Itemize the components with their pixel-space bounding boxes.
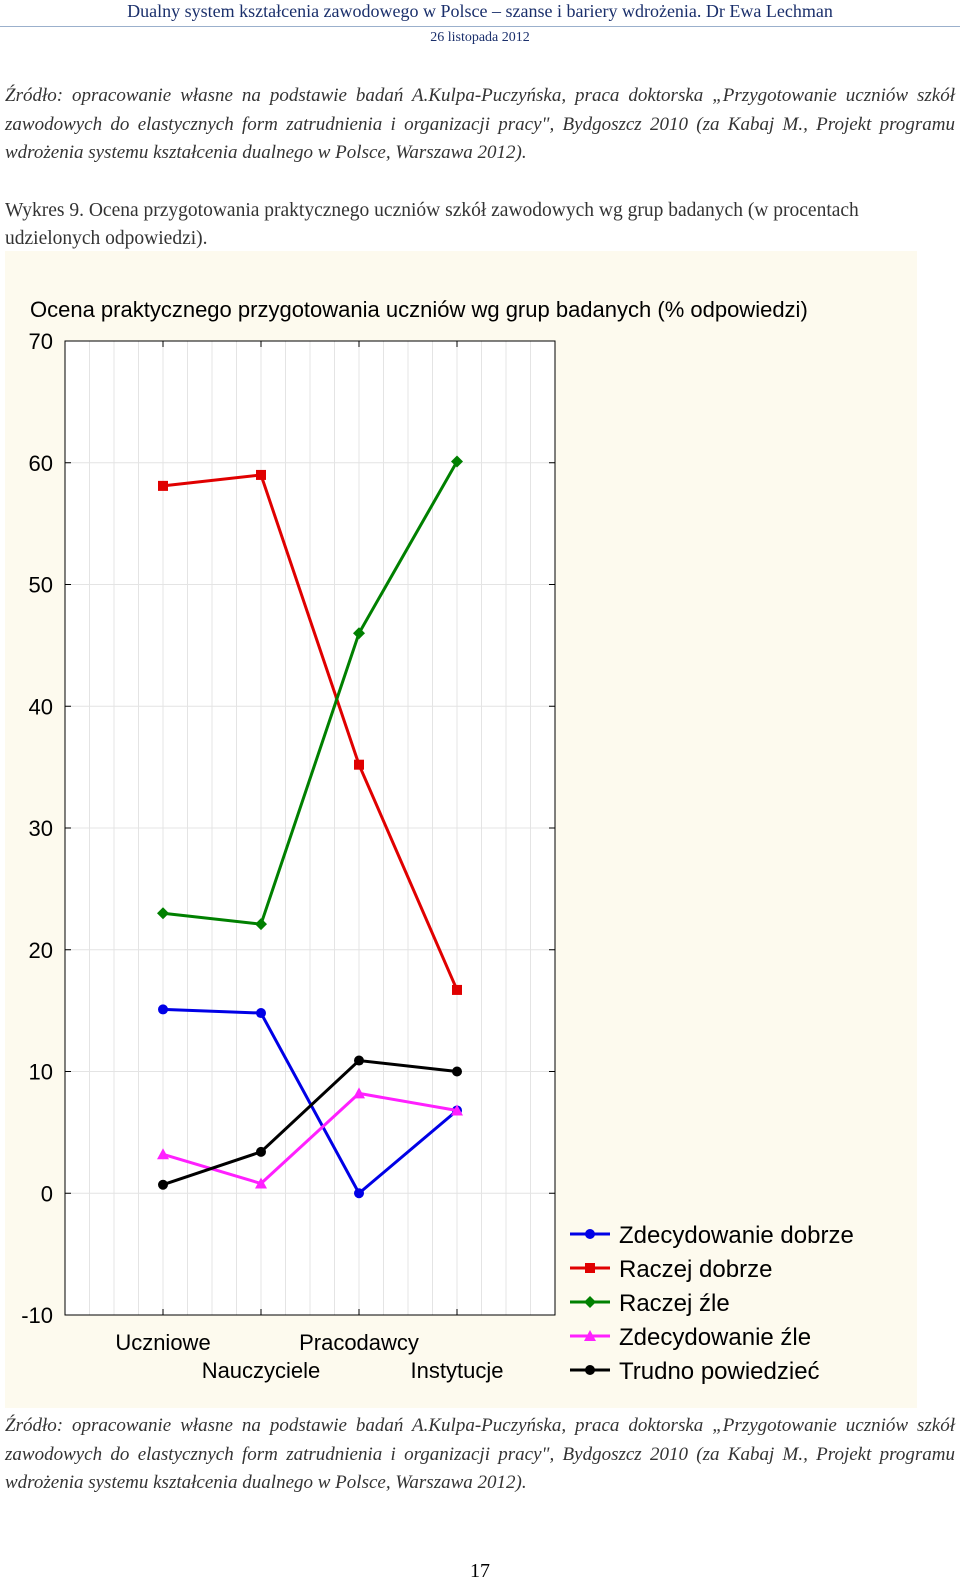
series-0 bbox=[158, 1004, 462, 1199]
data-point bbox=[354, 1055, 364, 1066]
line-chart: Ocena praktycznego przygotowania uczniów… bbox=[21, 297, 854, 1385]
series-line bbox=[162, 1058, 458, 1187]
chart-panel: Ocena praktycznego przygotowania uczniów… bbox=[5, 251, 917, 1408]
legend-label: Zdecydowanie źle bbox=[619, 1324, 811, 1351]
data-point bbox=[255, 1177, 267, 1189]
data-point bbox=[451, 455, 463, 468]
data-point bbox=[256, 1146, 266, 1157]
series-line bbox=[162, 1007, 458, 1196]
legend-swatch-marker bbox=[585, 1229, 595, 1239]
legend-entry: Trudno powiedzieć bbox=[570, 1358, 820, 1385]
legend-entry: Raczej źle bbox=[570, 1290, 730, 1317]
y-tick-label: 30 bbox=[29, 816, 53, 841]
data-point bbox=[452, 984, 462, 995]
y-tick-label: 70 bbox=[29, 329, 53, 354]
x-tick-label: Instytucje bbox=[411, 1358, 504, 1383]
x-tick-label: Nauczyciele bbox=[202, 1358, 321, 1383]
legend-label: Raczej źle bbox=[619, 1290, 730, 1317]
data-point bbox=[158, 480, 168, 491]
data-point bbox=[256, 1008, 266, 1019]
series-2 bbox=[157, 455, 463, 931]
y-tick-label: 0 bbox=[41, 1181, 53, 1206]
series-line bbox=[162, 473, 459, 991]
series-line bbox=[162, 460, 459, 926]
data-point bbox=[354, 1188, 364, 1199]
y-tick-label: -10 bbox=[21, 1303, 53, 1328]
data-point bbox=[158, 1179, 168, 1190]
legend-swatch-marker bbox=[584, 1330, 596, 1341]
chart-title: Ocena praktycznego przygotowania uczniów… bbox=[30, 297, 808, 322]
chart-legend: Zdecydowanie dobrze Raczej dobrze Raczej ź… bbox=[570, 1222, 854, 1385]
data-point bbox=[256, 469, 266, 480]
series-1 bbox=[158, 469, 462, 995]
source-note-top: Źródło: opracowanie własne na podstawie … bbox=[5, 85, 955, 163]
data-point bbox=[353, 627, 365, 640]
legend-entry: Zdecydowanie dobrze bbox=[570, 1222, 854, 1249]
header-divider bbox=[0, 26, 960, 27]
y-tick-label: 40 bbox=[29, 694, 53, 719]
legend-entry: Zdecydowanie źle bbox=[570, 1324, 811, 1351]
figure-caption: Wykres 9. Ocena przygotowania praktyczne… bbox=[5, 200, 859, 249]
plot-area: -10 0 10 20 30 40 50 60 70 Uczniowe Nauczyciele Pra… bbox=[21, 329, 556, 1383]
legend-label: Raczej dobrze bbox=[619, 1256, 772, 1283]
legend-label: Trudno powiedzieć bbox=[619, 1358, 820, 1385]
data-point bbox=[158, 1004, 168, 1015]
y-tick-label: 20 bbox=[29, 938, 53, 963]
y-tick-label: 50 bbox=[29, 573, 53, 598]
data-point bbox=[157, 1148, 169, 1160]
data-point bbox=[157, 907, 169, 920]
plot-frame bbox=[64, 340, 556, 1316]
x-tick-label: Uczniowe bbox=[115, 1330, 210, 1355]
data-point bbox=[353, 1087, 365, 1099]
legend-label: Zdecydowanie dobrze bbox=[619, 1222, 854, 1249]
data-point bbox=[452, 1066, 462, 1077]
legend-entry: Raczej dobrze bbox=[570, 1256, 772, 1283]
page-number: 17 bbox=[470, 1560, 490, 1582]
data-point bbox=[451, 1104, 463, 1116]
legend-swatch-marker bbox=[585, 1263, 595, 1273]
x-tick-label: Pracodawcy bbox=[299, 1330, 419, 1355]
header-date: 26 listopada 2012 bbox=[430, 30, 530, 45]
y-tick-label: 60 bbox=[29, 451, 53, 476]
y-tick-label: 10 bbox=[29, 1060, 53, 1085]
data-point bbox=[255, 918, 267, 931]
header-title: Dualny system kształcenia zawodowego w P… bbox=[127, 1, 833, 21]
legend-swatch-marker bbox=[584, 1296, 596, 1308]
legend-swatch-marker bbox=[585, 1365, 595, 1375]
data-point bbox=[354, 759, 364, 770]
series-4 bbox=[158, 1055, 462, 1190]
source-note-bottom: Źródło: opracowanie własne na podstawie … bbox=[5, 1415, 955, 1493]
